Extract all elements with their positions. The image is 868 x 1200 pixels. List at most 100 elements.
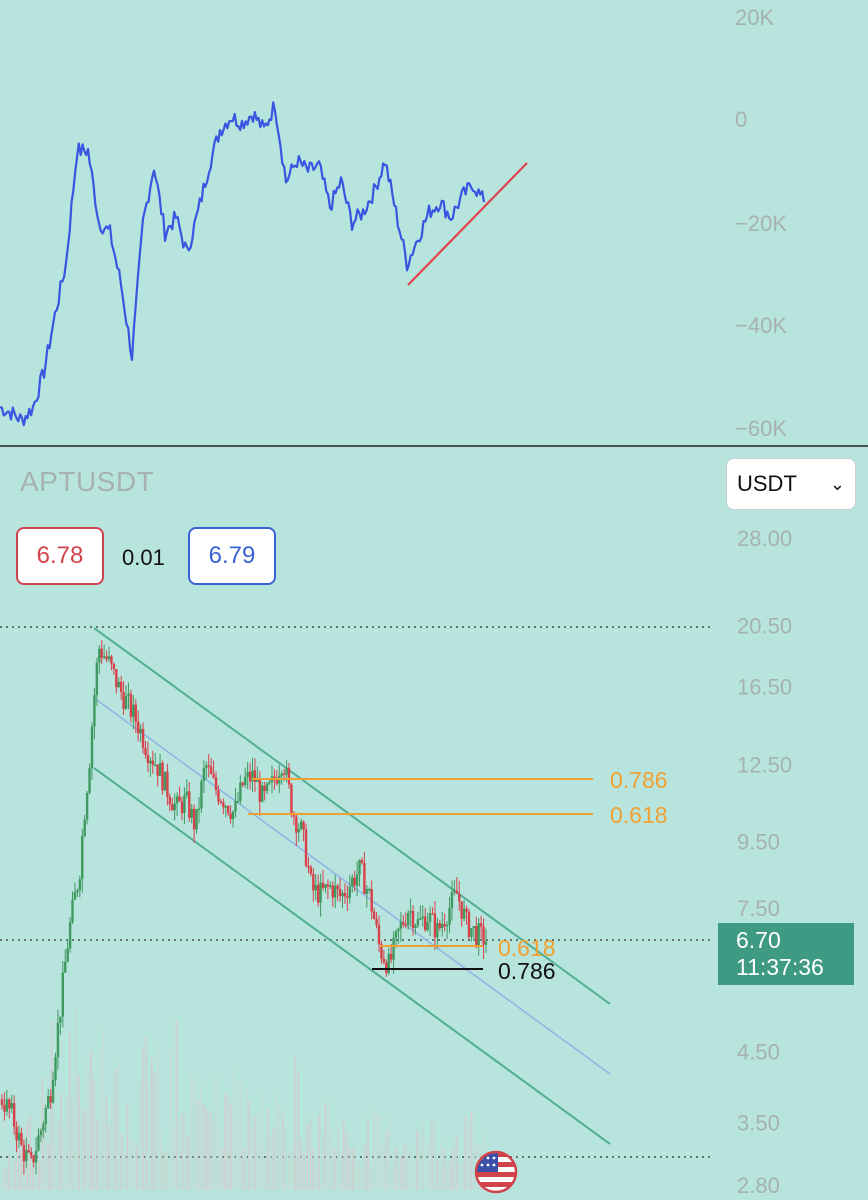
volume-bar [163,1153,165,1190]
candle-body [448,908,451,925]
candle-body [455,890,459,894]
volume-bar [41,1077,44,1190]
volume-bar [285,1126,287,1190]
last-price-value: 6.70 [736,927,781,953]
candle-body [168,796,172,805]
candle-body [32,1155,35,1163]
volume-bar [288,1154,290,1190]
candle-body [175,796,179,804]
volume-bar [315,1164,318,1190]
candle-body [183,795,186,814]
currency-select[interactable]: USDT ⌄ [726,458,856,510]
volume-bar [102,1030,105,1190]
candle-body [134,704,137,722]
volume-bar [345,1132,348,1190]
volume-bar [87,1057,89,1190]
candle-body [149,760,152,764]
candle-body [124,695,128,709]
candle-body [102,656,106,658]
indicator-axis-tick: 20K [735,5,774,30]
candle-body [370,888,373,912]
volume-bar [440,1140,442,1190]
candle-body [180,801,184,814]
volume-bar [145,1036,147,1190]
candle-body [154,764,157,767]
candle-body [419,918,422,920]
candle-body [460,901,463,919]
candle-body [348,886,351,898]
ask-price-button[interactable]: 6.79 [188,527,276,585]
candle-body [107,656,111,660]
volume-bar [263,1157,266,1190]
candle-body [392,937,395,960]
candle-body [397,928,400,932]
candle-body [95,662,99,696]
candle-body [329,885,332,887]
candle-body [20,1133,23,1145]
volume-bar [20,1148,22,1190]
price-axis-tick: 28.00 [737,526,792,551]
candle-body [251,770,254,782]
candle-body [343,892,347,897]
volume-bar [422,1121,424,1190]
bid-price-button[interactable]: 6.78 [16,527,104,585]
trendline[interactable] [407,162,528,286]
candle-body [302,821,305,830]
channel-upper-line[interactable] [93,627,611,1005]
volume-bar [11,1163,13,1190]
candle-body [202,767,206,782]
volume-bar [205,1109,208,1190]
candle-body [73,892,77,900]
candle-body [61,972,65,1017]
channel-lower-line[interactable] [93,767,611,1145]
fib-label-0786-upper: 0.786 [610,767,668,793]
candle-body [338,888,342,897]
candle-body [385,962,388,973]
candle-body [163,771,167,791]
candle-body [443,923,446,927]
volume-bar [412,1163,415,1190]
volume-bar [17,1124,19,1190]
candle-body [285,767,288,775]
volume-bar [434,1121,436,1190]
candle-body [192,808,196,830]
volume-bar [239,1079,242,1190]
candle-body [353,877,356,886]
candle-body [188,791,191,818]
candle-body [389,953,393,960]
indicator-pane[interactable]: 20K 0 −20K −40K −60K [0,5,787,441]
price-pane[interactable]: 0.786 0.618 0.618 0.786 28.00 20.50 16.50 1… [0,526,792,1198]
candle-body [8,1099,11,1109]
candle-body [236,800,240,803]
volume-bar [306,1123,309,1190]
volume-bar [84,1110,86,1190]
candle-body [146,755,150,764]
candle-body [375,918,378,925]
volume-bar [260,1092,263,1190]
us-flag-icon[interactable] [474,1150,518,1194]
candle-body [368,888,371,891]
indicator-line [0,101,486,427]
volume-bar [272,1127,275,1190]
candle-body [239,782,242,801]
volume-bar [458,1161,461,1190]
candle-body [190,808,193,818]
volume-bar [132,1141,135,1190]
volume-bar [473,1141,476,1190]
volume-bar [193,1079,196,1190]
candlesticks [0,640,488,1175]
candle-body [409,910,412,913]
volume-bar [96,1119,98,1190]
candle-body [458,893,461,902]
volume-bar [379,1113,382,1190]
price-axis-tick: 20.50 [737,614,792,639]
spread-value: 0.01 [122,545,165,570]
candle-body [331,885,334,898]
volume-bar [169,1050,172,1190]
volume-bar [425,1148,427,1190]
candle-body [195,809,198,830]
candle-body [316,884,320,903]
price-axis-tick: 12.50 [737,753,792,778]
candle-body [119,681,123,693]
